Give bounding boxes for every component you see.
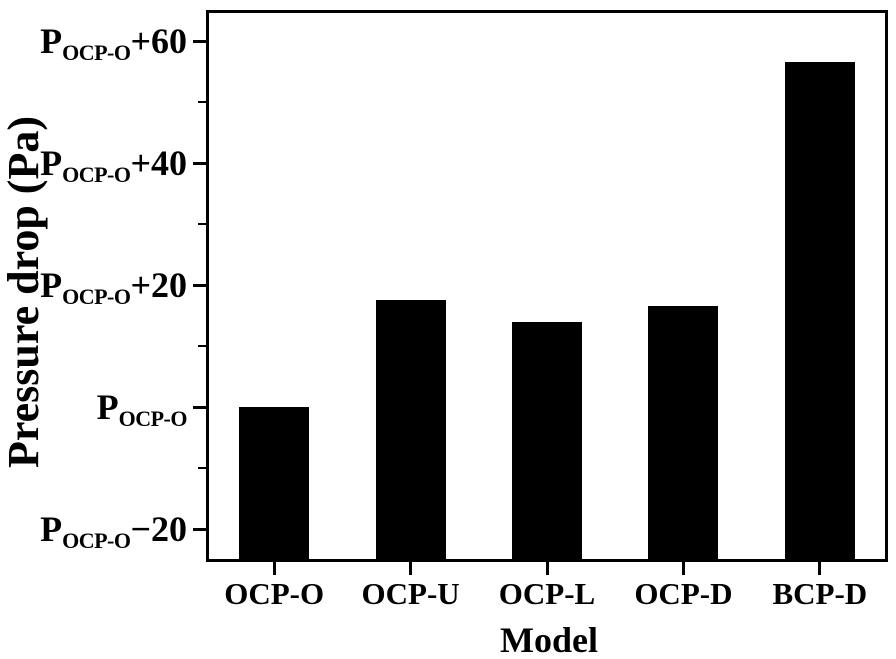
x-tick bbox=[818, 562, 822, 575]
x-tick-label-bcp-d: BCP-D bbox=[772, 576, 868, 611]
y-tick-base-symbol: P bbox=[40, 143, 63, 184]
y-tick-subscript: OCP-O bbox=[62, 528, 131, 554]
y-tick-label: POCP-O+20 bbox=[40, 265, 187, 308]
y-tick-label: POCP-O+40 bbox=[40, 143, 187, 186]
y-tick-label: POCP-O+60 bbox=[40, 21, 187, 64]
x-axis-title: Model bbox=[500, 620, 598, 659]
x-tick-label-ocp-o: OCP-O bbox=[224, 576, 325, 611]
y-tick-label: POCP-O−20 bbox=[40, 509, 187, 552]
y-tick-base-symbol: P bbox=[40, 265, 63, 306]
x-tick bbox=[272, 562, 276, 575]
y-major-tick bbox=[193, 405, 206, 409]
y-tick-offset: −20 bbox=[130, 509, 187, 550]
bar-ocp-l bbox=[512, 321, 582, 559]
y-tick-offset: +40 bbox=[130, 143, 187, 184]
bar-ocp-u bbox=[375, 300, 446, 559]
y-minor-tick bbox=[198, 345, 206, 348]
y-major-tick bbox=[193, 39, 206, 43]
y-tick-offset: +20 bbox=[130, 265, 187, 306]
y-tick-subscript: OCP-O bbox=[62, 284, 131, 310]
x-tick-label-ocp-d: OCP-D bbox=[634, 576, 733, 611]
bar-ocp-o bbox=[239, 407, 310, 559]
y-minor-tick bbox=[198, 467, 206, 470]
y-major-tick bbox=[193, 527, 206, 531]
y-tick-subscript: OCP-O bbox=[62, 40, 131, 66]
y-tick-label: POCP-O bbox=[96, 387, 188, 430]
x-tick-label-ocp-u: OCP-U bbox=[361, 576, 460, 611]
y-tick-base-symbol: P bbox=[96, 387, 119, 428]
x-tick-label-ocp-l: OCP-L bbox=[498, 576, 596, 611]
y-tick-subscript: OCP-O bbox=[62, 162, 131, 188]
y-minor-tick bbox=[198, 223, 206, 226]
y-major-tick bbox=[193, 283, 206, 287]
x-tick bbox=[409, 562, 413, 575]
y-minor-tick bbox=[198, 101, 206, 104]
y-tick-base-symbol: P bbox=[40, 21, 63, 62]
bar-bcp-d bbox=[784, 62, 855, 559]
y-tick-offset: +60 bbox=[130, 21, 187, 62]
x-tick bbox=[681, 562, 685, 575]
y-tick-subscript: OCP-O bbox=[118, 406, 188, 432]
bar-ocp-d bbox=[648, 306, 719, 559]
y-tick-base-symbol: P bbox=[40, 509, 63, 550]
x-tick bbox=[545, 562, 549, 575]
y-major-tick bbox=[193, 161, 206, 165]
